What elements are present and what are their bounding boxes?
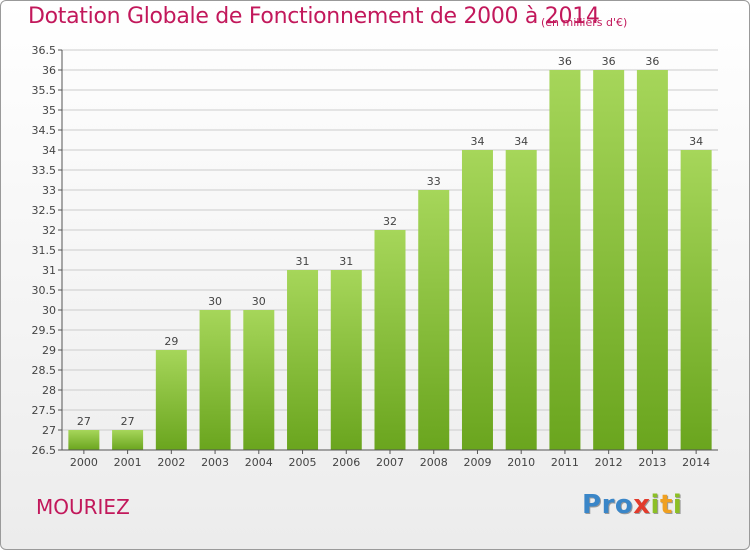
bar: [199, 310, 231, 450]
bar-value-label: 33: [427, 175, 441, 188]
x-tick-label: 2001: [114, 456, 142, 469]
bar-value-label: 36: [602, 55, 616, 68]
y-tick-label: 35: [42, 104, 56, 117]
bar-value-label: 31: [339, 255, 353, 268]
x-tick-label: 2002: [157, 456, 185, 469]
x-tick-label: 2004: [245, 456, 273, 469]
bar: [243, 310, 275, 450]
y-tick-label: 27.5: [32, 404, 57, 417]
x-tick-label: 2008: [420, 456, 448, 469]
x-tick-label: 2007: [376, 456, 404, 469]
y-tick-label: 34.5: [32, 124, 57, 137]
y-tick-label: 27: [42, 424, 56, 437]
logo-letter: x: [633, 490, 651, 520]
x-tick-label: 2000: [70, 456, 98, 469]
bar-value-label: 36: [645, 55, 659, 68]
y-tick-label: 33: [42, 184, 56, 197]
bar: [461, 150, 493, 450]
y-tick-label: 28: [42, 384, 56, 397]
x-tick-label: 2013: [638, 456, 666, 469]
chart-title: Dotation Globale de Fonctionnement de 20…: [28, 4, 600, 29]
bar: [593, 70, 625, 450]
logo-letter: t: [659, 490, 673, 520]
bar-value-label: 32: [383, 215, 397, 228]
x-tick-label: 2012: [595, 456, 623, 469]
bar: [112, 430, 144, 450]
bar: [374, 230, 406, 450]
y-tick-label: 30.5: [32, 284, 57, 297]
bar-value-label: 36: [558, 55, 572, 68]
logo-letter: i: [672, 490, 683, 520]
bar: [418, 190, 450, 450]
bar-value-label: 29: [164, 335, 178, 348]
bar: [287, 270, 319, 450]
y-tick-label: 29: [42, 344, 56, 357]
y-tick-label: 28.5: [32, 364, 57, 377]
bar-value-label: 31: [296, 255, 310, 268]
bar-value-label: 34: [689, 135, 703, 148]
y-tick-label: 36: [42, 64, 56, 77]
bar-value-label: 30: [252, 295, 266, 308]
y-tick-label: 35.5: [32, 84, 57, 97]
bar-value-label: 27: [77, 415, 91, 428]
bar: [505, 150, 537, 450]
bar: [68, 430, 100, 450]
y-tick-label: 33.5: [32, 164, 57, 177]
x-tick-label: 2006: [332, 456, 360, 469]
bar-value-label: 27: [121, 415, 135, 428]
y-tick-label: 30: [42, 304, 56, 317]
bar: [155, 350, 187, 450]
logo-letter: o: [614, 490, 634, 520]
bar-value-label: 30: [208, 295, 222, 308]
x-tick-label: 2005: [289, 456, 317, 469]
x-tick-label: 2014: [682, 456, 710, 469]
y-tick-label: 29.5: [32, 324, 57, 337]
bars: 27 27 29 30 30 31 31 32 33 34 34 36 36 36 34: [68, 55, 712, 450]
y-tick-label: 36.5: [32, 44, 57, 57]
y-tick-label: 32: [42, 224, 56, 237]
y-tick-label: 31.5: [32, 244, 57, 257]
y-tick-label: 26.5: [32, 444, 57, 457]
chart-subtitle: (en milliers d'€): [541, 16, 628, 29]
y-axis: 26.5 27 27.5 28 28.5 29 29.5 30 30.5 31 31.5 32 32.5…: [32, 44, 63, 457]
y-tick-label: 32.5: [32, 204, 57, 217]
y-tick-label: 34: [42, 144, 56, 157]
y-tick-label: 31: [42, 264, 56, 277]
proxiti-logo[interactable]: Proxiti: [582, 490, 682, 520]
x-tick-label: 2010: [507, 456, 535, 469]
x-tick-label: 2009: [463, 456, 491, 469]
logo-letter: P: [582, 490, 602, 520]
bar-value-label: 34: [470, 135, 484, 148]
logo-letter: i: [650, 490, 660, 520]
bar: [330, 270, 362, 450]
bar: [680, 150, 712, 450]
bar: [636, 70, 668, 450]
location-name: MOURIEZ: [36, 495, 130, 519]
logo-letter: r: [601, 490, 615, 520]
bar-value-label: 34: [514, 135, 528, 148]
x-tick-label: 2003: [201, 456, 229, 469]
x-tick-label: 2011: [551, 456, 579, 469]
x-axis: 2000 2001 2002 2003 2004 2005 2006 2007 2008 2009…: [62, 449, 718, 469]
bar: [549, 70, 581, 450]
